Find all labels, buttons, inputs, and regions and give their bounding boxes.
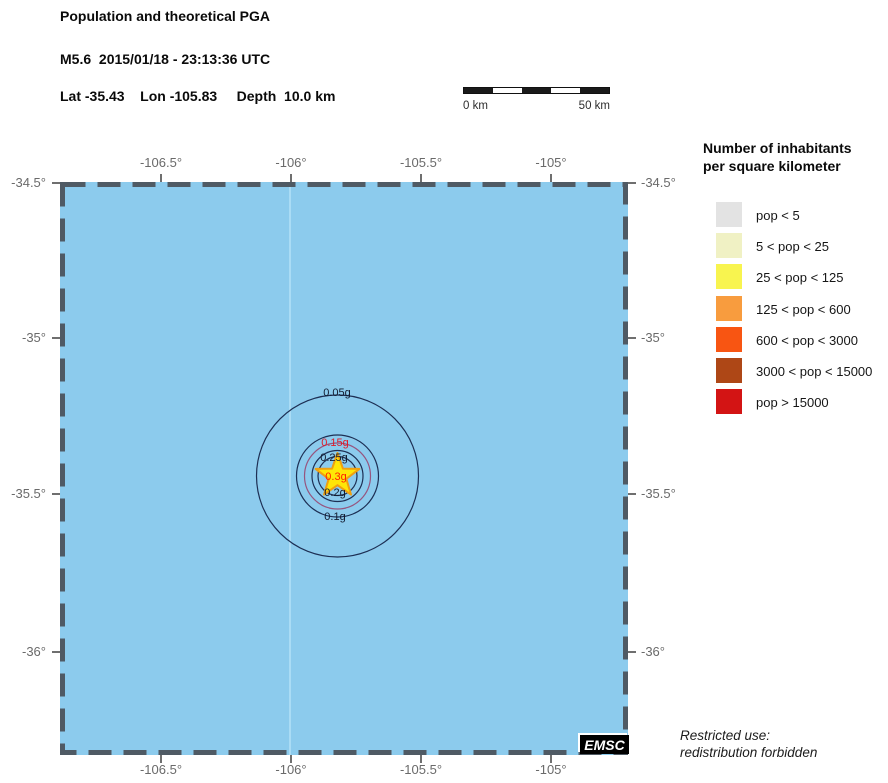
legend-title-line2: per square kilometer [703, 158, 841, 174]
lon-label-bottom: -106.5° [139, 762, 183, 777]
lon-tick-bottom [290, 755, 292, 763]
scale-segment [551, 88, 580, 93]
legend-title: Number of inhabitants per square kilomet… [703, 139, 852, 175]
event-coordinates-depth: Lat -35.43 Lon -105.83 Depth 10.0 km [60, 88, 336, 104]
lat-tick-right [628, 182, 636, 184]
scale-end-label: 50 km [578, 100, 610, 112]
legend-label: 125 < pop < 600 [756, 301, 851, 317]
lat-label-right: -34.5° [641, 175, 676, 190]
legend-label: 3000 < pop < 15000 [756, 364, 873, 379]
lat-label-left: -35.5° [11, 486, 46, 501]
pga-rings-layer [255, 394, 420, 558]
lat-tick-left [52, 182, 60, 184]
lon-label-top: -105° [535, 155, 567, 170]
lon-label-top: -106.5° [139, 155, 183, 170]
legend-swatch-600-3000 [716, 326, 742, 352]
lat-tick-left [52, 337, 60, 339]
lon-label-bottom: -105° [535, 762, 567, 777]
pga-ring-0.05g [255, 394, 420, 558]
event-magnitude-datetime: M5.6 2015/01/18 - 23:13:36 UTC [60, 51, 271, 67]
pga-ring-0.2g [311, 449, 364, 503]
pga-ring-0.15g [303, 442, 372, 510]
lat-label-left: -34.5° [11, 175, 46, 190]
lat-tick-left [52, 651, 60, 653]
scale-segment [464, 88, 493, 93]
pga-ring-0.1g [295, 434, 380, 518]
scale-segment [580, 88, 609, 93]
pga-label-0.1g: 0.1g [324, 511, 346, 523]
legend-label: 25 < pop < 125 [756, 270, 844, 286]
lon-tick-bottom [550, 755, 552, 763]
lon-tick-bottom [420, 755, 422, 763]
lat-tick-left [52, 493, 60, 495]
legend-label: 600 < pop < 3000 [756, 332, 858, 348]
lon-label-top: -106° [275, 155, 307, 170]
restricted-use-notice: Restricted use: redistribution forbidden [680, 727, 817, 761]
lat-label-right: -35.5° [641, 486, 676, 501]
lon-label-top: -105.5° [399, 155, 443, 170]
lon-tick-top [160, 174, 162, 182]
lat-tick-right [628, 651, 636, 653]
epicenter-star-icon [314, 452, 361, 496]
legend-label: 5 < pop < 25 [756, 239, 830, 255]
emsc-logo: EMSC [580, 735, 629, 754]
pga-label-0.25g: 0.25g [320, 452, 348, 464]
lon-tick-top [420, 174, 422, 182]
scale-segment [493, 88, 522, 93]
legend-swatch-125-600 [716, 295, 742, 321]
lat-tick-right [628, 493, 636, 495]
lat-tick-right [628, 337, 636, 339]
distance-scale-bar: 0 km 50 km [463, 87, 610, 117]
legend-swatch-25-125 [716, 264, 742, 290]
restricted-use-line1: Restricted use: [680, 728, 771, 743]
restricted-use-line2: redistribution forbidden [680, 745, 818, 760]
lat-label-left: -35° [22, 330, 46, 345]
scale-bar-segments [463, 87, 610, 94]
meridian-gridline [289, 182, 291, 755]
lon-label-bottom: -106° [275, 762, 307, 777]
lat-label-left: -36° [22, 644, 46, 659]
lat-label-right: -35° [641, 330, 665, 345]
legend-label: pop < 5 [756, 208, 800, 223]
pga-label-0.3g: 0.3g [325, 471, 347, 483]
legend-swatch-5-25 [716, 233, 742, 259]
scale-segment [522, 88, 551, 93]
map-dashed-border [60, 182, 628, 755]
pga-label-0.2g: 0.2g [324, 487, 346, 499]
lat-label-right: -36° [641, 644, 665, 659]
pga-label-0.05g: 0.05g [323, 387, 351, 399]
legend-label: pop > 15000 [756, 395, 829, 411]
legend-title-line1: Number of inhabitants [703, 140, 852, 156]
lon-tick-top [550, 174, 552, 182]
legend-swatch-pop-gt-15000 [716, 389, 742, 415]
lon-label-bottom: -105.5° [399, 762, 443, 777]
legend-swatch-3000-15000 [716, 358, 742, 383]
legend-swatch-pop-lt-5 [716, 202, 742, 227]
scale-start-label: 0 km [463, 100, 488, 112]
pga-label-0.15g: 0.15g [321, 437, 349, 449]
lon-tick-bottom [160, 755, 162, 763]
map-title: Population and theoretical PGA [60, 8, 271, 24]
map-canvas: 0.05g 0.15g 0.25g 0.3g 0.2g 0.1g EMSC [60, 182, 629, 755]
lon-tick-top [290, 174, 292, 182]
